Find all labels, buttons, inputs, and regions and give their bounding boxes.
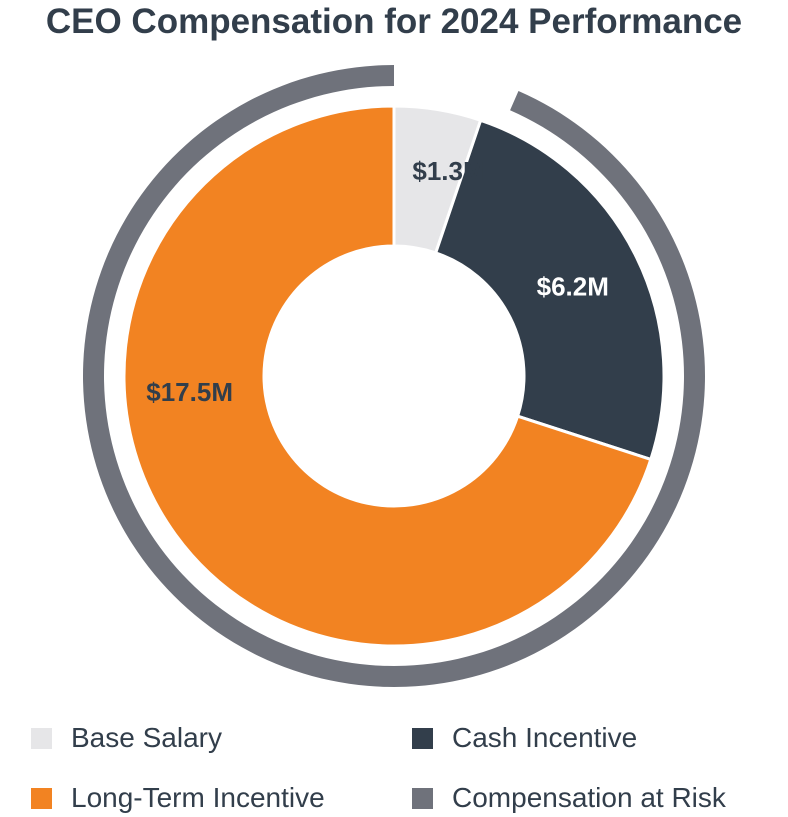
- legend-swatch-base-salary: [31, 727, 52, 749]
- legend-swatch-compensation-at-risk: [412, 787, 433, 809]
- data-label-base-salary: $1.3M: [412, 156, 484, 186]
- legend-label-long-term-incentive: Long-Term Incentive: [71, 782, 325, 813]
- chart-legend: Base Salary Cash Incentive Long-Term Inc…: [0, 714, 788, 817]
- slice-cash-incentive: [434, 118, 666, 461]
- legend-label-base-salary: Base Salary: [71, 722, 222, 753]
- legend-item-long-term-incentive: Long-Term Incentive: [31, 780, 325, 816]
- donut-chart: $1.3M $6.2M $17.5M: [82, 65, 705, 687]
- legend-swatch-cash-incentive: [412, 727, 433, 749]
- slice-long-term-incentive: [122, 104, 653, 648]
- legend-item-compensation-at-risk: Compensation at Risk: [412, 780, 726, 816]
- legend-item-cash-incentive: Cash Incentive: [412, 720, 637, 756]
- data-label-cash-incentive: $6.2M: [537, 271, 609, 301]
- legend-swatch-long-term-incentive: [31, 787, 52, 809]
- legend-label-compensation-at-risk: Compensation at Risk: [452, 782, 726, 813]
- chart-title: CEO Compensation for 2024 Performance: [45, 2, 743, 41]
- legend-item-base-salary: Base Salary: [31, 720, 222, 756]
- data-label-long-term-incentive: $17.5M: [146, 377, 233, 407]
- legend-label-cash-incentive: Cash Incentive: [452, 722, 638, 753]
